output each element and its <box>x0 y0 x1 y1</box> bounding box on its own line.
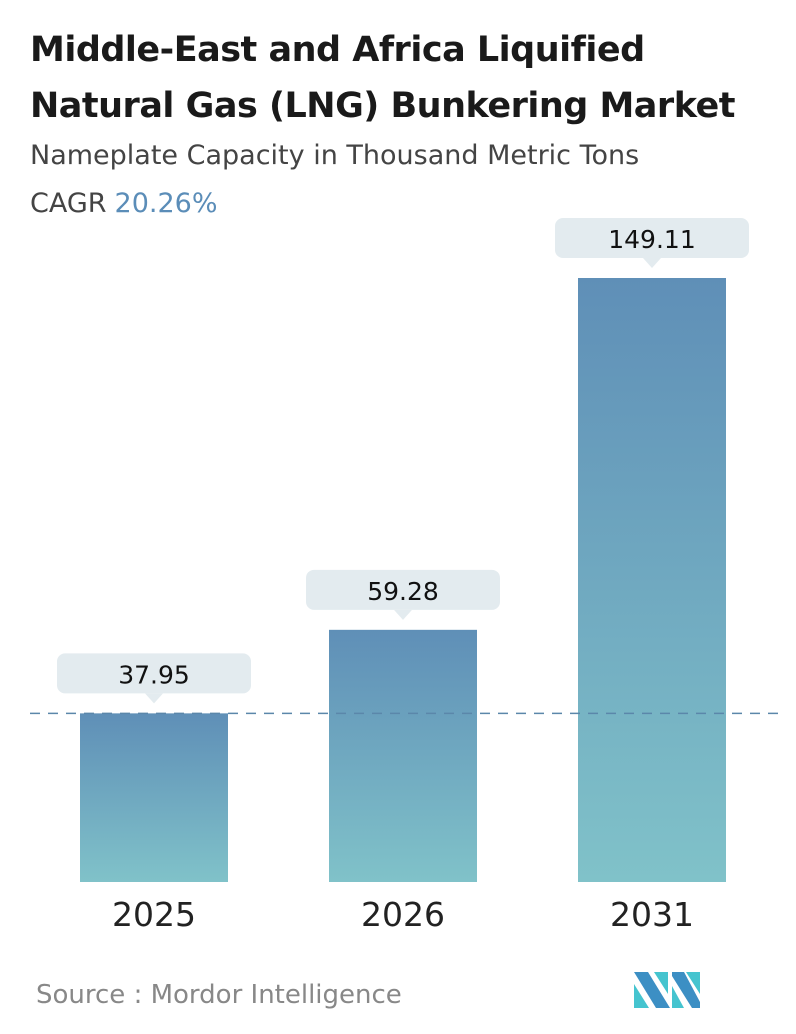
bar-2031 <box>578 278 726 882</box>
cagr: CAGR 20.26% <box>30 188 217 219</box>
data-label-box <box>555 218 749 258</box>
cagr-label: CAGR <box>30 188 107 219</box>
chart-subtitle: Nameplate Capacity in Thousand Metric To… <box>30 140 640 171</box>
cagr-value: 20.26% <box>114 188 218 219</box>
data-label: 149.11 <box>608 225 695 254</box>
data-label-box <box>306 569 500 610</box>
data-label: 59.28 <box>367 577 439 606</box>
bar-2026 <box>329 629 477 882</box>
chart-title: Middle-East and Africa Liquified Natural… <box>30 30 736 126</box>
data-label-pointer <box>394 609 412 620</box>
data-label-pointer <box>643 258 661 268</box>
data-label-box <box>57 653 251 694</box>
x-tick-label: 2025 <box>112 895 196 934</box>
mordor-logo-icon <box>634 972 700 1008</box>
bar-2025 <box>80 713 228 882</box>
data-label-pointer <box>145 693 163 704</box>
source-text: Source : Mordor Intelligence <box>36 980 402 1010</box>
x-tick-label: 2031 <box>610 895 694 934</box>
x-tick-label: 2026 <box>361 895 445 934</box>
data-label: 37.95 <box>118 660 190 689</box>
